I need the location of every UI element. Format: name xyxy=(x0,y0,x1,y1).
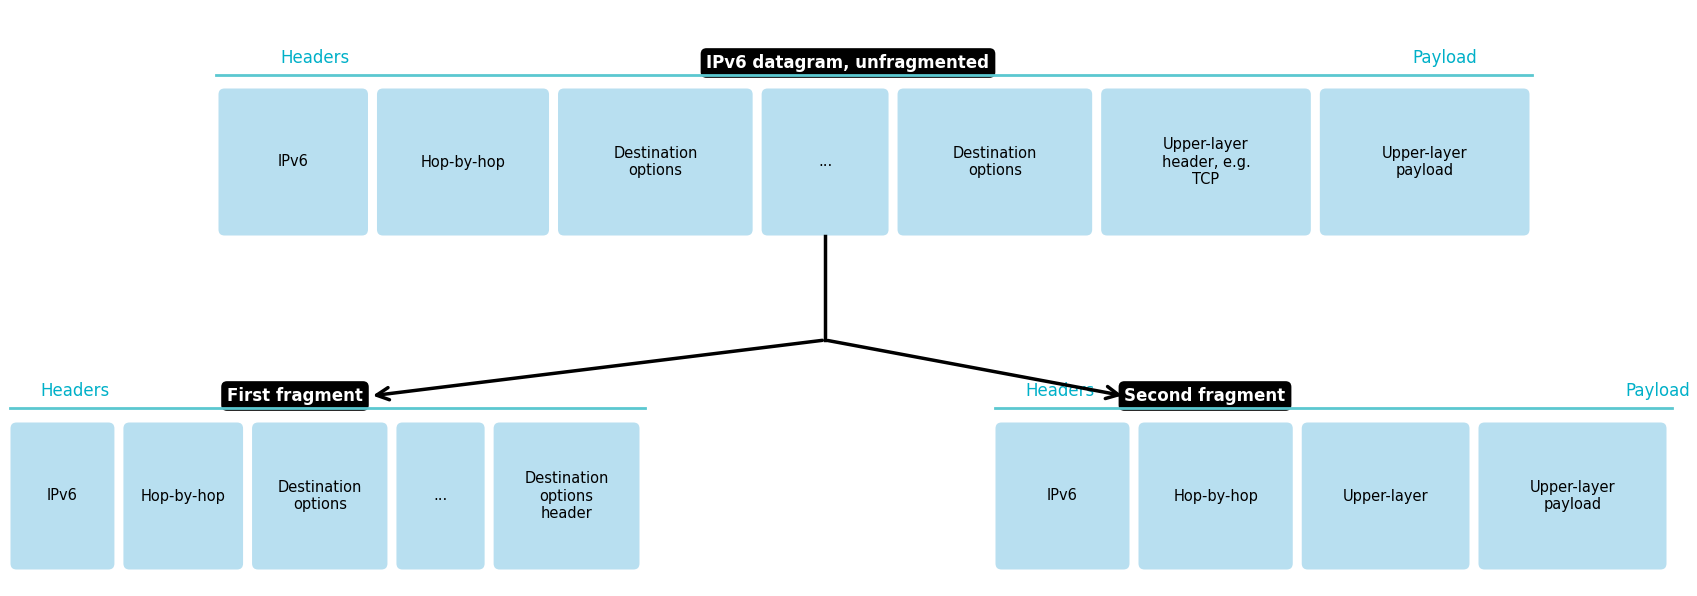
FancyBboxPatch shape xyxy=(1139,423,1293,570)
Text: First fragment: First fragment xyxy=(227,387,363,405)
Text: IPv6: IPv6 xyxy=(1047,489,1078,504)
FancyBboxPatch shape xyxy=(1320,88,1529,235)
Text: Upper-layer
payload: Upper-layer payload xyxy=(1381,146,1468,178)
Text: Hop-by-hop: Hop-by-hop xyxy=(1173,489,1257,504)
Text: Hop-by-hop: Hop-by-hop xyxy=(141,489,226,504)
FancyBboxPatch shape xyxy=(1478,423,1666,570)
Text: Destination
options: Destination options xyxy=(952,146,1037,178)
FancyBboxPatch shape xyxy=(253,423,387,570)
Text: Second fragment: Second fragment xyxy=(1125,387,1286,405)
Text: Upper-layer: Upper-layer xyxy=(1342,489,1429,504)
Text: ...: ... xyxy=(818,154,832,169)
Text: Destination
options: Destination options xyxy=(613,146,697,178)
FancyBboxPatch shape xyxy=(898,88,1093,235)
Text: IPv6 datagram, unfragmented: IPv6 datagram, unfragmented xyxy=(706,54,989,72)
FancyBboxPatch shape xyxy=(124,423,243,570)
Text: IPv6: IPv6 xyxy=(48,489,78,504)
Text: Destination
options
header: Destination options header xyxy=(524,471,609,521)
FancyBboxPatch shape xyxy=(397,423,485,570)
FancyBboxPatch shape xyxy=(219,88,368,235)
FancyBboxPatch shape xyxy=(558,88,753,235)
FancyBboxPatch shape xyxy=(377,88,550,235)
FancyBboxPatch shape xyxy=(762,88,889,235)
Text: IPv6: IPv6 xyxy=(278,154,309,169)
FancyBboxPatch shape xyxy=(996,423,1130,570)
Text: Payload: Payload xyxy=(1626,382,1690,400)
Text: Hop-by-hop: Hop-by-hop xyxy=(421,154,506,169)
Text: Destination
options: Destination options xyxy=(278,480,361,512)
FancyBboxPatch shape xyxy=(494,423,640,570)
Text: Upper-layer
payload: Upper-layer payload xyxy=(1529,480,1616,512)
Text: Upper-layer
header, e.g.
TCP: Upper-layer header, e.g. TCP xyxy=(1162,137,1251,187)
Text: Headers: Headers xyxy=(280,49,350,67)
Text: ...: ... xyxy=(433,489,448,504)
Text: Payload: Payload xyxy=(1412,49,1478,67)
FancyBboxPatch shape xyxy=(10,423,114,570)
Text: Headers: Headers xyxy=(1025,382,1095,400)
FancyBboxPatch shape xyxy=(1101,88,1310,235)
Text: Headers: Headers xyxy=(41,382,110,400)
FancyBboxPatch shape xyxy=(1302,423,1470,570)
